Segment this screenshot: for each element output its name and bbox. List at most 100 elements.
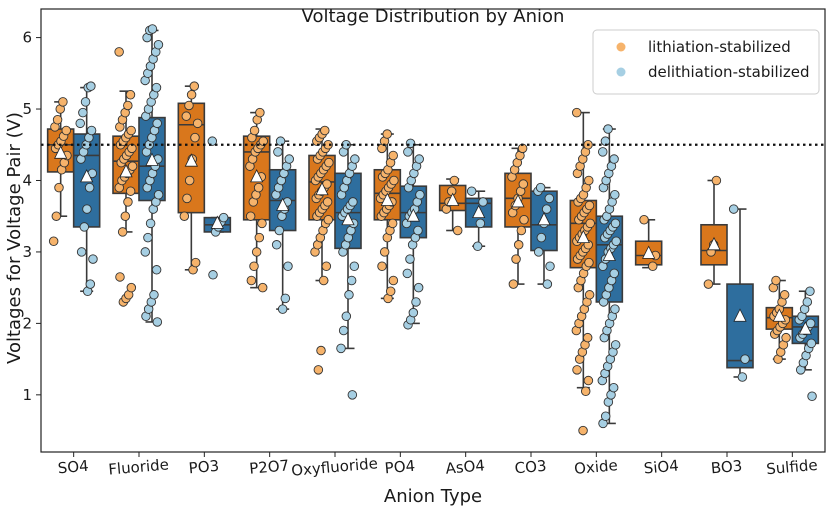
y-tick-label: 6 bbox=[22, 29, 32, 47]
data-point bbox=[518, 179, 529, 189]
legend-marker-delithiation bbox=[616, 67, 626, 77]
data-point bbox=[58, 97, 68, 107]
data-point bbox=[147, 24, 158, 34]
data-point bbox=[519, 215, 529, 225]
mean-marker bbox=[380, 192, 394, 206]
data-point bbox=[533, 247, 544, 257]
data-point bbox=[323, 215, 334, 225]
data-point bbox=[208, 270, 218, 280]
data-point bbox=[192, 118, 203, 129]
data-point bbox=[140, 247, 151, 257]
data-point bbox=[120, 211, 131, 221]
data-point bbox=[152, 118, 162, 129]
data-point bbox=[535, 182, 546, 193]
data-point bbox=[274, 225, 285, 236]
data-point bbox=[254, 232, 265, 243]
data-point bbox=[610, 190, 620, 200]
data-point bbox=[61, 125, 72, 136]
mean-marker bbox=[602, 247, 616, 261]
data-point bbox=[388, 275, 399, 286]
data-point bbox=[324, 157, 334, 168]
data-point bbox=[271, 240, 282, 250]
data-point bbox=[257, 282, 268, 293]
data-point bbox=[255, 107, 265, 118]
mean-marker bbox=[733, 308, 747, 322]
x-tick-label: Fluoride bbox=[108, 455, 170, 478]
data-point bbox=[475, 218, 486, 229]
x-tick-label: Oxyfluoride bbox=[291, 454, 379, 479]
mean-marker bbox=[184, 153, 198, 167]
mean-marker bbox=[798, 321, 812, 335]
mean-marker bbox=[772, 308, 786, 322]
mean-marker bbox=[341, 211, 355, 226]
y-axis-label: Voltages for Voltage Pair (V) bbox=[4, 112, 25, 364]
data-point bbox=[79, 222, 90, 232]
data-point bbox=[350, 154, 360, 164]
data-point bbox=[452, 225, 463, 236]
legend-label-delithiation: delithiation-stabilized bbox=[648, 63, 810, 81]
x-tick-label: AsO4 bbox=[445, 456, 486, 477]
data-point bbox=[251, 247, 262, 257]
data-point bbox=[88, 254, 98, 264]
data-point bbox=[545, 261, 555, 271]
data-point bbox=[408, 307, 419, 318]
mean-marker bbox=[707, 236, 721, 251]
data-point bbox=[218, 212, 229, 223]
data-point bbox=[284, 154, 294, 164]
data-point bbox=[472, 241, 483, 251]
x-tick-label: CO3 bbox=[514, 457, 547, 478]
data-point bbox=[273, 147, 283, 157]
data-point bbox=[322, 197, 333, 207]
data-point bbox=[572, 107, 582, 118]
data-point bbox=[151, 265, 162, 275]
data-point bbox=[283, 261, 293, 271]
mean-marker bbox=[576, 229, 590, 244]
data-point bbox=[802, 297, 813, 307]
data-point bbox=[344, 290, 354, 300]
data-point bbox=[584, 200, 595, 211]
data-point bbox=[544, 193, 555, 204]
y-tick-label: 5 bbox=[22, 100, 32, 118]
series-lithiation-stabilized bbox=[46, 47, 794, 436]
data-point bbox=[182, 193, 192, 204]
data-point bbox=[153, 39, 164, 50]
mean-marker bbox=[210, 215, 224, 229]
data-point bbox=[85, 279, 96, 289]
data-point bbox=[115, 272, 125, 282]
data-point bbox=[316, 345, 326, 356]
data-point bbox=[737, 372, 748, 382]
data-point bbox=[779, 290, 790, 300]
data-point bbox=[387, 218, 398, 229]
x-tick-label: Sulfide bbox=[766, 456, 819, 478]
data-point bbox=[806, 338, 817, 349]
legend-label-lithiation: lithiation-stabilized bbox=[648, 38, 791, 56]
data-point bbox=[126, 282, 137, 293]
data-point bbox=[153, 190, 164, 200]
data-point bbox=[82, 204, 92, 214]
legend-frame bbox=[592, 29, 820, 95]
y-axis-ticks: 1 2 3 4 5 6 bbox=[22, 29, 41, 404]
data-point bbox=[415, 190, 425, 200]
x-axis-ticks: SO4 Fluoride PO3 P2O7 Oxyfluoride PO4 AsO4 CO3 O… bbox=[57, 452, 818, 480]
data-point bbox=[411, 297, 421, 307]
data-point bbox=[771, 275, 781, 286]
data-point bbox=[413, 282, 424, 293]
data-point bbox=[318, 275, 329, 286]
data-point bbox=[245, 211, 256, 221]
data-point bbox=[598, 147, 608, 157]
data-point bbox=[536, 232, 547, 243]
data-point bbox=[807, 391, 817, 402]
data-point bbox=[610, 340, 621, 350]
data-point bbox=[647, 261, 658, 271]
data-point bbox=[541, 204, 552, 214]
data-point bbox=[186, 89, 197, 100]
data-point bbox=[207, 136, 218, 146]
data-point bbox=[414, 154, 424, 164]
data-point bbox=[511, 254, 521, 264]
data-point bbox=[313, 365, 324, 375]
data-point bbox=[145, 218, 156, 229]
mean-marker bbox=[276, 197, 290, 211]
data-point bbox=[336, 343, 346, 354]
data-point bbox=[275, 136, 286, 146]
